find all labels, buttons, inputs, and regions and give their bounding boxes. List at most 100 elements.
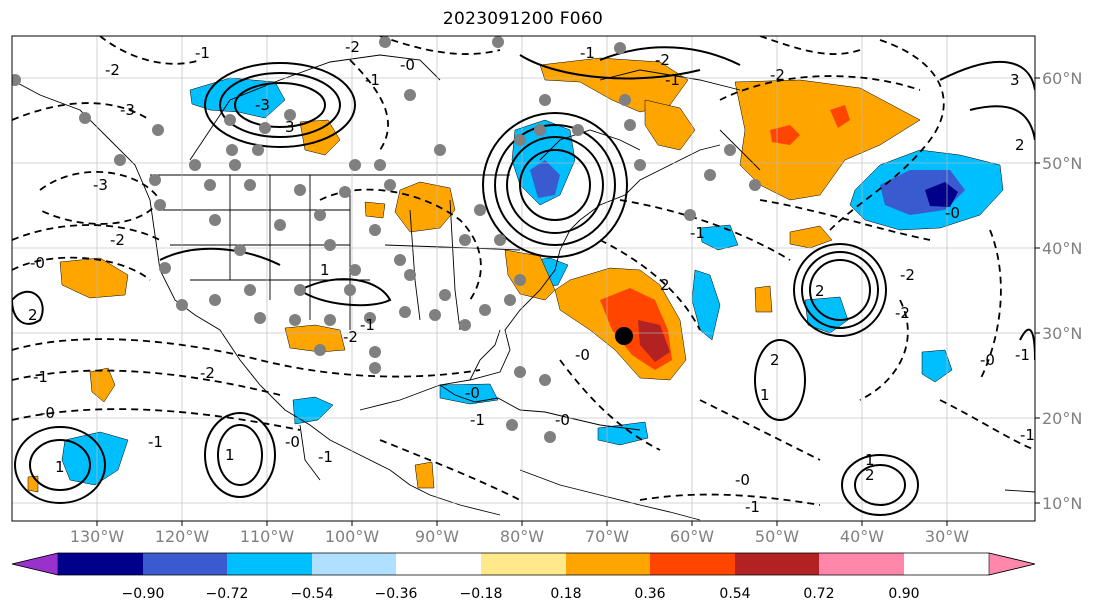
colorbar-segment — [227, 553, 312, 575]
contour-label: -2 — [200, 364, 215, 382]
contour-label: -1 — [1015, 346, 1030, 364]
lat-label: 30°N — [1042, 324, 1082, 343]
longitude-labels: 130°W 120°W 110°W 100°W 90°W 80°W 70°W 6… — [70, 527, 969, 546]
contour-label: -1 — [365, 71, 380, 89]
lon-label: 40°W — [840, 527, 884, 546]
coastlines — [12, 54, 1035, 521]
colorbar-label: −0.72 — [206, 586, 249, 602]
contour-label: -2 — [110, 231, 125, 249]
contour-label: -2 — [770, 66, 785, 84]
colorbar-label: 0.18 — [550, 586, 581, 602]
contour-label: -2 — [655, 51, 670, 69]
contour-label: -2 — [895, 304, 910, 322]
contour-label: -1 — [318, 448, 333, 466]
contour-label: 1 — [760, 386, 770, 404]
colorbar-label: 0.54 — [719, 586, 750, 602]
contour-label: -1 — [195, 44, 210, 62]
contour-label: 1 — [55, 458, 65, 476]
lat-label: 20°N — [1042, 409, 1082, 428]
lon-label: 100°W — [325, 527, 380, 546]
contour-label: 3 — [1010, 71, 1020, 89]
colorbar-segment — [819, 553, 904, 575]
storm-center-marker — [615, 327, 633, 345]
contour-label: -3 — [120, 101, 135, 119]
lon-label: 120°W — [155, 527, 210, 546]
colorbar-segment — [312, 553, 396, 575]
colorbar-label: −0.90 — [122, 586, 165, 602]
contour-label: 2 — [1015, 136, 1025, 154]
map-content: -2 -1 -1 -2 -3 3 -3 3 -2 -2 -1 2 -2 -0 -… — [12, 36, 1035, 521]
contour-label: -1 — [745, 498, 760, 516]
gridlines — [12, 36, 1035, 521]
contour-label: -0 — [555, 411, 570, 429]
contour-label: 1 — [320, 261, 330, 279]
colorbar-segment — [396, 553, 481, 575]
colorbar-outline — [11, 552, 1036, 576]
colorbar-labels: −0.90 −0.72 −0.54 −0.36 −0.18 0.18 0.36 … — [122, 586, 920, 602]
contour-label: -1 — [1020, 426, 1035, 444]
contour-label: 1 — [865, 451, 875, 469]
contour-label: -2 — [105, 61, 120, 79]
contour-label: -3 — [93, 176, 108, 194]
colorbar-segment — [481, 553, 566, 575]
contour-label: 2 — [815, 282, 825, 300]
contour-label: 2 — [660, 276, 670, 294]
axis-ticks — [96, 77, 1040, 526]
contour-label: -1 — [360, 316, 375, 334]
contour-label: 2 — [770, 351, 780, 369]
colorbar-segment — [735, 553, 819, 575]
contour-label: 1 — [225, 446, 235, 464]
lat-label: 10°N — [1042, 494, 1082, 513]
lon-label: 60°W — [670, 527, 714, 546]
colorbar-segment — [904, 553, 989, 575]
lat-label: 60°N — [1042, 69, 1082, 88]
contour-label: -0 — [945, 204, 960, 222]
contour-label: -0 — [735, 471, 750, 489]
colorbar-label: 0.36 — [634, 586, 665, 602]
contour-label: -1 — [690, 224, 705, 242]
colorbar-label: 0.90 — [888, 586, 919, 602]
contour-label: -1 — [665, 71, 680, 89]
colorbar-segment — [566, 553, 650, 575]
contour-label: -2 — [345, 38, 360, 56]
contour-label: -3 — [255, 96, 270, 114]
lon-label: 30°W — [925, 527, 969, 546]
contour-label: -1 — [148, 433, 163, 451]
colorbar-label: −0.54 — [291, 586, 334, 602]
lat-label: 40°N — [1042, 239, 1082, 258]
dashed-contours — [12, 36, 1035, 506]
contour-label: -0 — [30, 254, 45, 272]
contour-label: -0 — [575, 346, 590, 364]
contour-labels: -2 -1 -1 -2 -3 3 -3 3 -2 -2 -1 2 -2 -0 -… — [28, 38, 1035, 516]
colorbar-label: 0.72 — [803, 586, 834, 602]
map-frame — [11, 35, 1036, 522]
lon-label: 70°W — [585, 527, 629, 546]
contour-label: -2 — [343, 328, 358, 346]
colorbar-segment — [650, 553, 735, 575]
lon-label: 50°W — [755, 527, 799, 546]
contour-label: -1 — [470, 411, 485, 429]
colorbar-label: −0.18 — [460, 586, 503, 602]
contour-label: -0 — [285, 433, 300, 451]
colorbar-extend-high — [988, 552, 1036, 576]
latitude-labels: 60°N 50°N 40°N 30°N 20°N 10°N — [1042, 69, 1082, 513]
contour-label: 3 — [285, 118, 295, 136]
contour-label: -1 — [580, 44, 595, 62]
contour-label: -0 — [465, 384, 480, 402]
station-dots — [12, 36, 761, 443]
contour-label: -1 — [33, 368, 48, 386]
lon-label: 110°W — [240, 527, 295, 546]
colorbar-extend-low — [11, 552, 59, 576]
contour-label: -0 — [980, 351, 995, 369]
contour-label: -0 — [400, 56, 415, 74]
colorbar-segment — [58, 553, 143, 575]
solid-contours — [12, 46, 1035, 516]
colorbar-label: −0.36 — [375, 586, 418, 602]
lon-label: 130°W — [70, 527, 125, 546]
colorbar-segment — [143, 553, 227, 575]
contour-label: -0 — [40, 404, 55, 422]
contour-label: 2 — [865, 466, 875, 484]
contour-label: 2 — [28, 306, 38, 324]
lon-label: 80°W — [500, 527, 544, 546]
